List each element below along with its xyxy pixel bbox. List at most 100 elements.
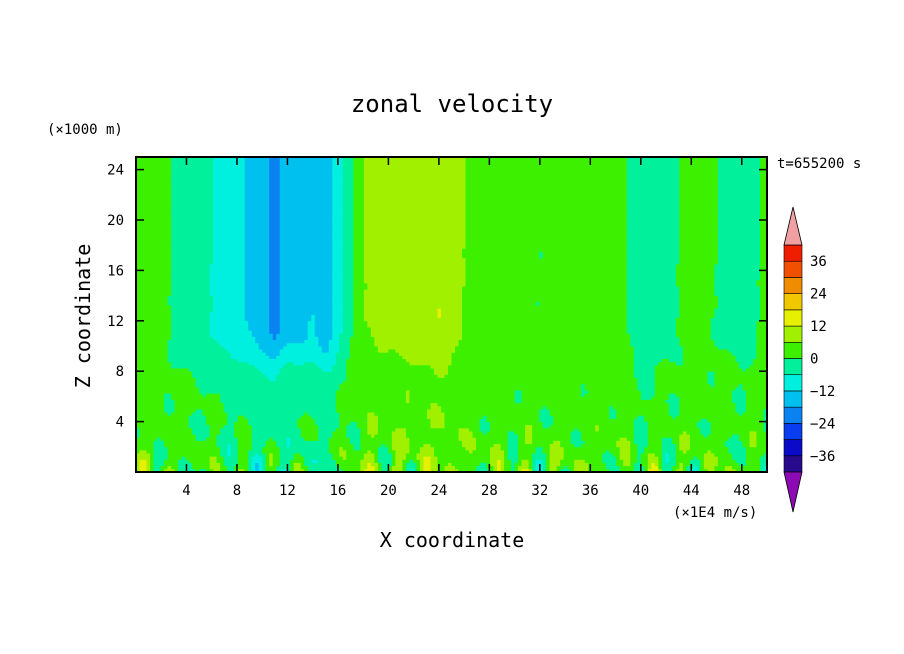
heatmap-cell bbox=[213, 343, 217, 347]
heatmap-cell bbox=[290, 422, 294, 426]
heatmap-cell bbox=[140, 400, 144, 404]
heatmap-cell bbox=[255, 447, 259, 451]
heatmap-cell bbox=[189, 173, 193, 177]
heatmap-cell bbox=[273, 311, 277, 315]
heatmap-cell bbox=[266, 226, 270, 230]
heatmap-cell bbox=[217, 277, 221, 281]
heatmap-cell bbox=[196, 330, 200, 334]
heatmap-cell bbox=[164, 252, 168, 256]
heatmap-cell bbox=[290, 182, 294, 186]
heatmap-cell bbox=[297, 289, 301, 293]
heatmap-cell bbox=[140, 264, 144, 268]
heatmap-cell bbox=[308, 299, 312, 303]
heatmap-cell bbox=[304, 286, 308, 290]
heatmap-cell bbox=[217, 318, 221, 322]
heatmap-cell bbox=[227, 444, 231, 448]
heatmap-cell bbox=[164, 255, 168, 259]
heatmap-cell bbox=[283, 428, 287, 432]
heatmap-cell bbox=[266, 415, 270, 419]
heatmap-cell bbox=[262, 412, 266, 416]
heatmap-cell bbox=[234, 179, 238, 183]
heatmap-cell bbox=[196, 173, 200, 177]
heatmap-cell bbox=[150, 277, 154, 281]
heatmap-cell bbox=[290, 198, 294, 202]
heatmap-cell bbox=[273, 286, 277, 290]
heatmap-cell bbox=[269, 185, 273, 189]
heatmap-cell bbox=[241, 277, 245, 281]
heatmap-cell bbox=[308, 321, 312, 325]
heatmap-cell bbox=[182, 444, 186, 448]
heatmap-cell bbox=[147, 252, 151, 256]
heatmap-cell bbox=[255, 340, 259, 344]
heatmap-cell bbox=[220, 330, 224, 334]
heatmap-cell bbox=[189, 456, 193, 460]
heatmap-cell bbox=[185, 308, 189, 312]
heatmap-cell bbox=[178, 189, 182, 193]
heatmap-cell bbox=[203, 308, 207, 312]
heatmap-cell bbox=[290, 302, 294, 306]
heatmap-cell bbox=[297, 248, 301, 252]
heatmap-cell bbox=[238, 274, 242, 278]
heatmap-cell bbox=[217, 311, 221, 315]
heatmap-cell bbox=[287, 340, 291, 344]
heatmap-cell bbox=[220, 362, 224, 366]
heatmap-cell bbox=[308, 409, 312, 413]
heatmap-cell bbox=[255, 252, 259, 256]
heatmap-cell bbox=[234, 207, 238, 211]
heatmap-cell bbox=[301, 349, 305, 353]
heatmap-cell bbox=[140, 160, 144, 164]
heatmap-cell bbox=[157, 226, 161, 230]
heatmap-cell bbox=[290, 453, 294, 457]
heatmap-cell bbox=[192, 463, 196, 467]
heatmap-cell bbox=[217, 437, 221, 441]
heatmap-cell bbox=[175, 352, 179, 356]
heatmap-cell bbox=[175, 296, 179, 300]
heatmap-cell bbox=[168, 179, 172, 183]
heatmap-cell bbox=[147, 207, 151, 211]
heatmap-cell bbox=[168, 311, 172, 315]
heatmap-cell bbox=[280, 396, 284, 400]
heatmap-cell bbox=[248, 163, 252, 167]
heatmap-cell bbox=[276, 229, 280, 233]
heatmap-cell bbox=[154, 274, 158, 278]
heatmap-cell bbox=[164, 409, 168, 413]
heatmap-cell bbox=[175, 450, 179, 454]
heatmap-cell bbox=[266, 425, 270, 429]
heatmap-cell bbox=[266, 160, 270, 164]
heatmap-cell bbox=[168, 390, 172, 394]
heatmap-cell bbox=[213, 324, 217, 328]
heatmap-cell bbox=[287, 400, 291, 404]
heatmap-cell bbox=[213, 267, 217, 271]
heatmap-cell bbox=[297, 340, 301, 344]
heatmap-cell bbox=[266, 179, 270, 183]
heatmap-cell bbox=[185, 441, 189, 445]
heatmap-cell bbox=[301, 362, 305, 366]
heatmap-cell bbox=[301, 198, 305, 202]
heatmap-cell bbox=[154, 434, 158, 438]
heatmap-cell bbox=[196, 201, 200, 205]
heatmap-cell bbox=[245, 255, 249, 259]
heatmap-cell bbox=[178, 368, 182, 372]
heatmap-cell bbox=[276, 362, 280, 366]
heatmap-cell bbox=[252, 371, 256, 375]
heatmap-cell bbox=[210, 428, 214, 432]
heatmap-cell bbox=[308, 415, 312, 419]
heatmap-cell bbox=[164, 242, 168, 246]
heatmap-cell bbox=[213, 163, 217, 167]
heatmap-cell bbox=[301, 396, 305, 400]
heatmap-cell bbox=[147, 185, 151, 189]
heatmap-cell bbox=[227, 466, 231, 470]
heatmap-cell bbox=[252, 261, 256, 265]
heatmap-cell bbox=[255, 324, 259, 328]
heatmap-cell bbox=[308, 198, 312, 202]
heatmap-cell bbox=[255, 434, 259, 438]
heatmap-cell bbox=[154, 444, 158, 448]
heatmap-cell bbox=[217, 289, 221, 293]
heatmap-cell bbox=[308, 308, 312, 312]
heatmap-cell bbox=[287, 229, 291, 233]
heatmap-cell bbox=[161, 286, 165, 290]
heatmap-cell bbox=[248, 337, 252, 341]
heatmap-cell bbox=[185, 189, 189, 193]
heatmap-cell bbox=[175, 400, 179, 404]
heatmap-cell bbox=[294, 400, 298, 404]
